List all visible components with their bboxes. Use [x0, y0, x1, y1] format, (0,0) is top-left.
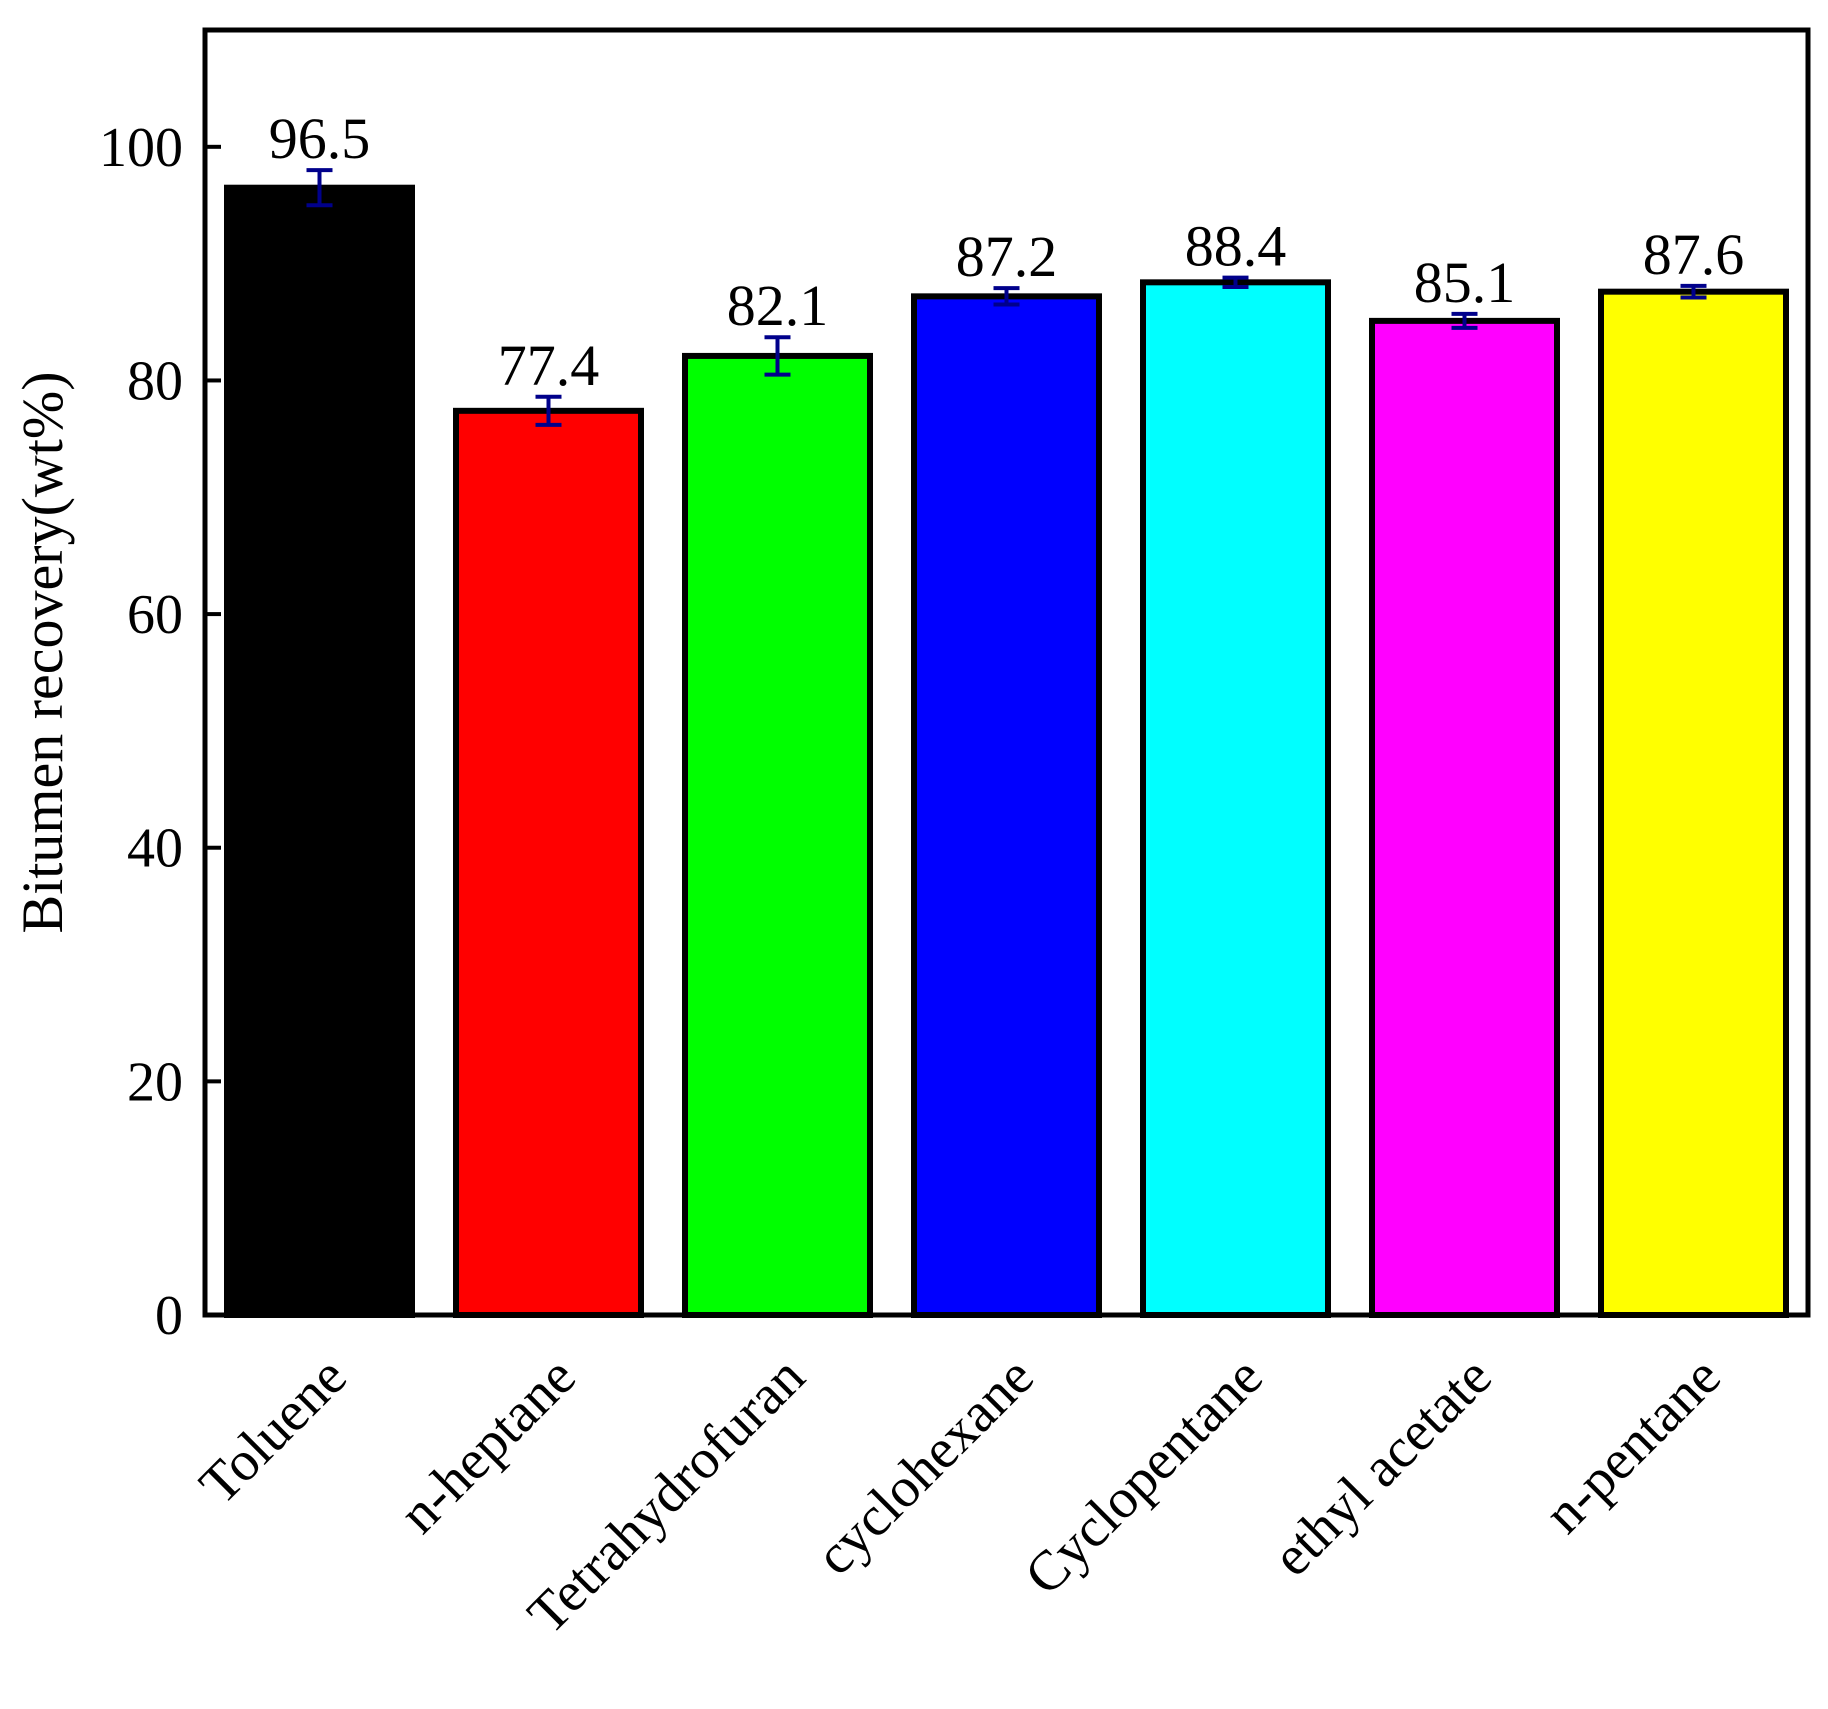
value-label: 77.4: [498, 333, 600, 398]
bar-ethyl-acetate: [1369, 317, 1560, 1318]
y-tick-label: 80: [127, 350, 183, 412]
value-label: 96.5: [269, 106, 371, 171]
error-bar: [1222, 275, 1249, 289]
value-label: 87.2: [956, 224, 1058, 289]
x-tick-label: n-pentane: [1533, 1345, 1733, 1545]
y-axis-label: Bitumen recovery(wt%): [10, 371, 75, 933]
y-tick-label: 100: [99, 117, 183, 179]
bar-tetrahydrofuran: [682, 352, 873, 1318]
bars: [224, 184, 1789, 1318]
error-bar: [535, 394, 562, 427]
x-axis-tick-labels: Toluene n-heptaneTetrahydrofurancyclohexa…: [188, 1345, 1733, 1646]
value-label: 88.4: [1185, 214, 1287, 279]
y-tick-label: 20: [127, 1051, 183, 1113]
bar-n-heptane: [453, 407, 644, 1318]
x-tick-label: Cyclopentane: [1013, 1345, 1275, 1607]
value-labels: 96.5 77.4 82.1 87.2 88.4 85.1 87.6: [269, 106, 1745, 398]
error-bars: [306, 168, 1707, 427]
y-tick-label: 40: [127, 818, 183, 880]
error-bar: [1680, 283, 1707, 300]
x-tick-label: ethyl acetate: [1261, 1345, 1504, 1588]
error-bar: [764, 335, 791, 377]
error-bar: [306, 168, 333, 208]
bar-n-pentane: [1598, 288, 1789, 1318]
error-bar: [1451, 311, 1478, 330]
y-axis-ticks: 0 20 40 60 80 100: [99, 117, 221, 1347]
plot-frame: [202, 27, 1811, 1318]
bar-cyclopentane: [1140, 279, 1331, 1318]
y-tick-label: 60: [127, 584, 183, 646]
value-label: 87.6: [1643, 222, 1745, 287]
value-label: 85.1: [1414, 250, 1516, 315]
x-tick-label: Toluene: [188, 1345, 359, 1516]
bar-toluene: [224, 184, 415, 1318]
bar-cyclohexane: [911, 293, 1102, 1318]
y-tick-label: 0: [155, 1285, 183, 1347]
value-label: 82.1: [727, 273, 829, 338]
x-tick-label: cyclohexane: [804, 1345, 1046, 1587]
error-bar: [993, 286, 1020, 307]
x-tick-label: n-heptane: [388, 1345, 588, 1545]
